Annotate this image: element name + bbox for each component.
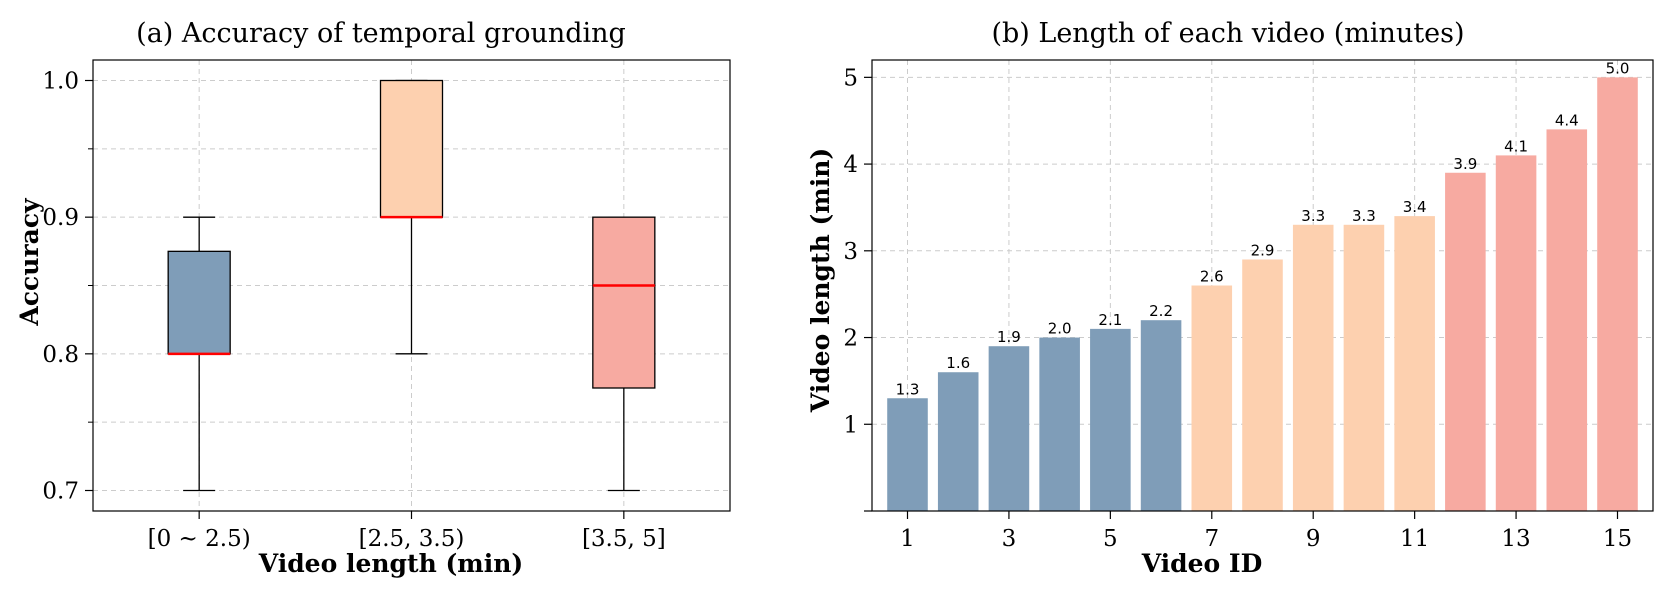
bar-value-label: 3.4 (1403, 198, 1427, 216)
video-length-bar-chart-panel: (b) Length of each video (minutes) Video… (790, 0, 1661, 601)
iqr-box (592, 216, 656, 389)
y-tick-label: 5 (843, 65, 858, 91)
bar-video-6 (1140, 320, 1182, 511)
video-length-bar-chart: (b) Length of each video (minutes) Video… (806, 18, 1654, 578)
bar-value-label: 1.6 (946, 354, 970, 372)
bar-video-10 (1343, 224, 1385, 512)
x-axis-label: Video ID (1141, 549, 1263, 578)
bar-value-label: 3.9 (1453, 155, 1477, 173)
bar-video-13 (1495, 155, 1537, 511)
y-tick-label: 3 (843, 239, 858, 265)
bar-video-3 (988, 346, 1030, 511)
accuracy-box-plot-panel: (a) Accuracy of temporal grounding Accur… (0, 0, 740, 601)
box-2 (379, 79, 444, 355)
x-ticks: 1 3 5 7 9 11 13 15 (900, 511, 1632, 552)
bar-value-label: 1.3 (896, 380, 920, 398)
bar-video-15 (1597, 77, 1638, 511)
x-tick-label: 15 (1603, 526, 1632, 552)
y-tick-label: 1 (843, 412, 858, 438)
y-tick-label: 0.8 (42, 342, 79, 368)
chart-title: (b) Length of each video (minutes) (991, 18, 1464, 49)
bar-value-label: 2.1 (1098, 311, 1122, 329)
boxes (167, 79, 656, 492)
y-tick-label: 0.9 (42, 205, 79, 231)
y-tick-label: 4 (843, 152, 858, 178)
bar-video-7 (1191, 285, 1233, 511)
bar-video-2 (937, 372, 979, 511)
bar-value-labels: 1.3 1.6 1.9 2.0 2.1 2.2 2.6 2.9 3.3 3.3 3.4 3.9 4.1 4… (896, 59, 1630, 398)
x-tick-label: [3.5, 5] (582, 526, 666, 552)
y-ticks: 1 2 3 4 5 (843, 65, 872, 512)
y-axis-label: Video length (min) (806, 148, 835, 414)
x-tick-label: [0 ~ 2.5) (148, 526, 251, 552)
bar-video-12 (1445, 172, 1486, 511)
x-tick-label: 3 (1002, 526, 1017, 552)
bar-value-label: 3.3 (1301, 207, 1325, 225)
y-tick-label: 2 (843, 326, 858, 352)
bar-value-label: 1.9 (997, 328, 1021, 346)
chart-title: (a) Accuracy of temporal grounding (136, 18, 626, 49)
iqr-box (379, 79, 444, 218)
bars (887, 77, 1638, 512)
bar-value-label: 4.4 (1555, 111, 1579, 129)
x-tick-label: 5 (1103, 526, 1118, 552)
box-1 (167, 216, 231, 492)
bar-value-label: 3.3 (1352, 207, 1376, 225)
bar-video-11 (1394, 216, 1435, 511)
bar-value-label: 5.0 (1606, 59, 1630, 77)
bar-value-label: 2.2 (1149, 302, 1173, 320)
bar-video-5 (1090, 328, 1131, 511)
bar-value-label: 2.9 (1251, 241, 1275, 259)
y-tick-label: 0.7 (42, 479, 79, 505)
bar-value-label: 2.6 (1200, 268, 1224, 286)
bar-video-4 (1039, 337, 1080, 511)
plot-frame (92, 59, 731, 512)
x-tick-label: 13 (1501, 526, 1530, 552)
bar-video-14 (1546, 129, 1588, 511)
box-3 (592, 216, 656, 492)
x-tick-label: 1 (900, 526, 915, 552)
accuracy-box-plot: (a) Accuracy of temporal grounding Accur… (15, 18, 731, 578)
bar-value-label: 2.0 (1048, 320, 1072, 338)
y-tick-label: 1.0 (42, 69, 79, 95)
bar-video-9 (1292, 224, 1334, 512)
x-tick-label: 11 (1400, 526, 1429, 552)
x-ticks: [0 ~ 2.5) [2.5, 3.5) [3.5, 5] (148, 511, 666, 552)
bar-value-label: 4.1 (1504, 137, 1528, 155)
y-axis-label: Accuracy (15, 197, 44, 327)
x-tick-label: 7 (1204, 526, 1219, 552)
iqr-box (167, 250, 231, 355)
x-tick-label: 9 (1306, 526, 1321, 552)
x-tick-label: [2.5, 3.5) (359, 526, 465, 552)
bar-video-8 (1242, 259, 1283, 511)
y-ticks: 0.7 0.8 0.9 1.0 (42, 69, 93, 505)
x-axis-label: Video length (min) (258, 549, 524, 578)
bar-video-1 (887, 398, 928, 511)
plot-frame (871, 59, 1654, 512)
